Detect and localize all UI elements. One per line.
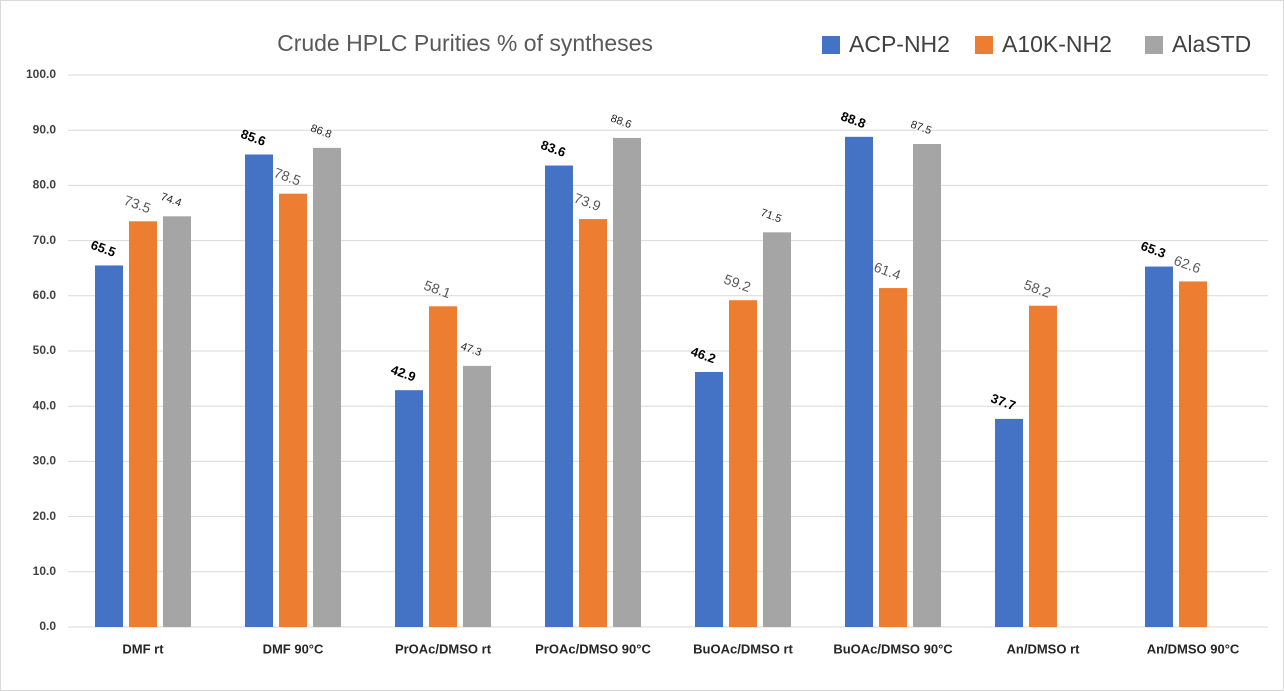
legend-label: A10K-NH2: [1002, 31, 1112, 57]
x-tick-label: BuOAc/DMSO rt: [693, 641, 793, 656]
y-tick-label: 90.0: [33, 122, 57, 136]
y-tick-label: 80.0: [33, 178, 57, 192]
bar: [313, 147, 341, 627]
bar: [1145, 266, 1173, 627]
y-tick-label: 50.0: [33, 343, 57, 357]
legend-swatch: [822, 36, 840, 54]
legend-swatch: [1145, 36, 1163, 54]
x-tick-label: DMF 90°C: [263, 641, 324, 656]
x-tick-label: DMF rt: [122, 641, 164, 656]
bar: [695, 371, 723, 627]
bar: [545, 165, 573, 627]
y-tick-label: 0.0: [39, 619, 56, 633]
bar: [579, 219, 607, 627]
bar: [163, 216, 191, 627]
bar: [845, 136, 873, 627]
y-tick-label: 10.0: [33, 564, 57, 578]
x-tick-label: An/DMSO 90°C: [1147, 641, 1240, 656]
y-tick-label: 20.0: [33, 509, 57, 523]
bar: [763, 232, 791, 627]
bar: [1179, 281, 1207, 627]
y-tick-label: 70.0: [33, 233, 57, 247]
bar: [395, 390, 423, 627]
bar: [129, 221, 157, 627]
y-tick-label: 40.0: [33, 398, 57, 412]
bar: [729, 300, 757, 627]
bar: [913, 144, 941, 627]
x-tick-label: PrOAc/DMSO 90°C: [535, 641, 651, 656]
y-tick-label: 60.0: [33, 288, 57, 302]
y-tick-label: 30.0: [33, 454, 57, 468]
chart-title: Crude HPLC Purities % of syntheses: [277, 30, 653, 56]
y-tick-label: 100.0: [26, 67, 56, 81]
bar: [1029, 305, 1057, 627]
legend-label: AlaSTD: [1172, 31, 1251, 57]
bar: [245, 154, 273, 627]
bar: [613, 137, 641, 628]
bar: [463, 365, 491, 627]
bar: [879, 288, 907, 627]
x-tick-label: An/DMSO rt: [1007, 641, 1081, 656]
legend-label: ACP-NH2: [849, 31, 950, 57]
bar: [429, 306, 457, 627]
legend-swatch: [975, 36, 993, 54]
bar: [95, 265, 123, 627]
bar: [995, 418, 1023, 627]
bar: [279, 193, 307, 627]
x-tick-label: PrOAc/DMSO rt: [395, 641, 492, 656]
x-tick-label: BuOAc/DMSO 90°C: [833, 641, 953, 656]
